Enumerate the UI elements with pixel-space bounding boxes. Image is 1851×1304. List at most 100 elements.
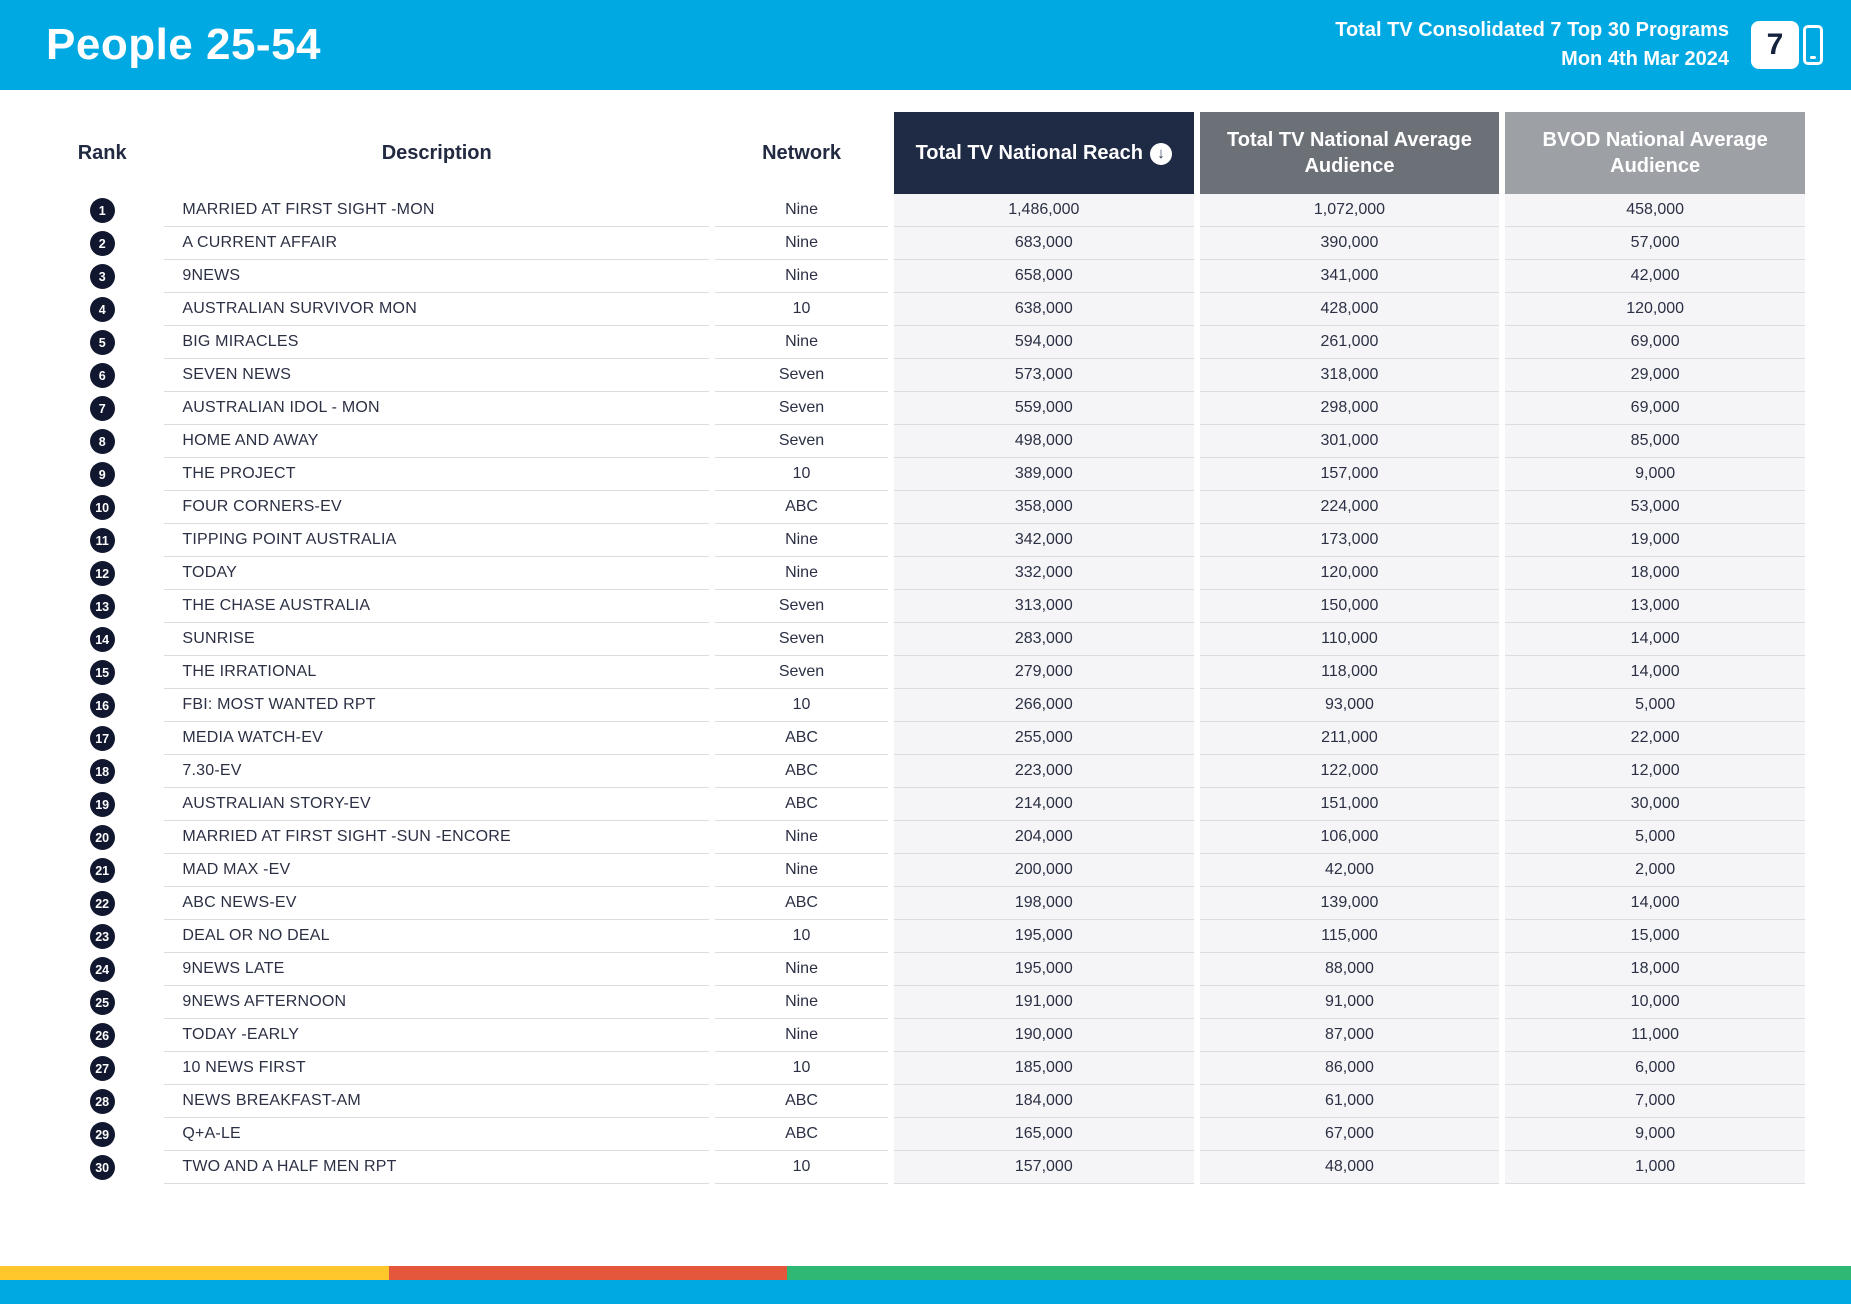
header: People 25-54 Total TV Consolidated 7 Top… bbox=[0, 0, 1851, 90]
rank-cell: 16 bbox=[46, 689, 158, 722]
column-header-bvod-audience[interactable]: BVOD National Average Audience bbox=[1505, 112, 1805, 194]
description-cell: TODAY -EARLY bbox=[164, 1019, 710, 1052]
reach-cell: 195,000 bbox=[893, 920, 1194, 953]
network-cell: Seven bbox=[715, 425, 888, 458]
rank-cell: 20 bbox=[46, 821, 158, 854]
avg-audience-cell: 67,000 bbox=[1199, 1118, 1500, 1151]
reach-cell: 283,000 bbox=[893, 623, 1194, 656]
reach-cell: 358,000 bbox=[893, 491, 1194, 524]
column-header-reach-label: Total TV National Reach bbox=[915, 142, 1144, 164]
bvod-audience-cell: 12,000 bbox=[1505, 755, 1805, 788]
rank-badge: 30 bbox=[89, 1155, 115, 1180]
description-cell: THE PROJECT bbox=[164, 458, 710, 491]
description-cell: SEVEN NEWS bbox=[164, 359, 710, 392]
rank-cell: 21 bbox=[46, 854, 158, 887]
reach-cell: 185,000 bbox=[893, 1052, 1194, 1085]
table-row: 26 TODAY -EARLY Nine 190,000 87,000 11,000 bbox=[46, 1019, 1805, 1052]
network-cell: Nine bbox=[715, 194, 888, 227]
rank-badge: 19 bbox=[89, 792, 115, 817]
description-cell: THE CHASE AUSTRALIA bbox=[164, 590, 710, 623]
rank-cell: 8 bbox=[46, 425, 158, 458]
bvod-audience-cell: 85,000 bbox=[1505, 425, 1805, 458]
rank-cell: 17 bbox=[46, 722, 158, 755]
table-row: 24 9NEWS LATE Nine 195,000 88,000 18,000 bbox=[46, 953, 1805, 986]
avg-audience-cell: 115,000 bbox=[1199, 920, 1500, 953]
rank-badge: 11 bbox=[89, 528, 115, 553]
bvod-audience-cell: 14,000 bbox=[1505, 623, 1805, 656]
network-cell: 10 bbox=[715, 458, 888, 491]
bvod-audience-cell: 19,000 bbox=[1505, 524, 1805, 557]
table-row: 5 BIG MIRACLES Nine 594,000 261,000 69,000 bbox=[46, 326, 1805, 359]
table-row: 2 A CURRENT AFFAIR Nine 683,000 390,000 57,00… bbox=[46, 227, 1805, 260]
network-cell: ABC bbox=[715, 1118, 888, 1151]
report-date: Mon 4th Mar 2024 bbox=[1561, 48, 1729, 70]
avg-audience-cell: 390,000 bbox=[1199, 227, 1500, 260]
rank-badge: 25 bbox=[89, 990, 115, 1015]
table-row: 19 AUSTRALIAN STORY-EV ABC 214,000 151,000 30… bbox=[46, 788, 1805, 821]
description-cell: DEAL OR NO DEAL bbox=[164, 920, 710, 953]
avg-audience-cell: 118,000 bbox=[1199, 656, 1500, 689]
avg-audience-cell: 87,000 bbox=[1199, 1019, 1500, 1052]
sort-descending-icon[interactable]: ↓ bbox=[1150, 142, 1173, 165]
rank-badge: 29 bbox=[89, 1122, 115, 1147]
rank-badge: 7 bbox=[89, 396, 115, 421]
bvod-audience-cell: 5,000 bbox=[1505, 821, 1805, 854]
description-cell: TWO AND A HALF MEN RPT bbox=[164, 1151, 710, 1184]
bvod-audience-cell: 22,000 bbox=[1505, 722, 1805, 755]
rank-cell: 10 bbox=[46, 491, 158, 524]
bvod-audience-cell: 13,000 bbox=[1505, 590, 1805, 623]
bvod-audience-cell: 57,000 bbox=[1505, 227, 1805, 260]
network-cell: ABC bbox=[715, 491, 888, 524]
bvod-audience-cell: 6,000 bbox=[1505, 1052, 1805, 1085]
bvod-audience-cell: 9,000 bbox=[1505, 458, 1805, 491]
network-cell: 10 bbox=[715, 1151, 888, 1184]
description-cell: 7.30-EV bbox=[164, 755, 710, 788]
seven-network-logo: 7 bbox=[1751, 21, 1823, 69]
avg-audience-cell: 173,000 bbox=[1199, 524, 1500, 557]
reach-cell: 573,000 bbox=[893, 359, 1194, 392]
reach-cell: 658,000 bbox=[893, 260, 1194, 293]
rank-badge: 5 bbox=[89, 330, 115, 355]
rank-badge: 10 bbox=[89, 495, 115, 520]
table-row: 28 NEWS BREAKFAST-AM ABC 184,000 61,000 7,000 bbox=[46, 1085, 1805, 1118]
table-row: 25 9NEWS AFTERNOON Nine 191,000 91,000 10,000 bbox=[46, 986, 1805, 1019]
rank-cell: 6 bbox=[46, 359, 158, 392]
reach-cell: 184,000 bbox=[893, 1085, 1194, 1118]
avg-audience-cell: 42,000 bbox=[1199, 854, 1500, 887]
network-cell: Nine bbox=[715, 227, 888, 260]
avg-audience-cell: 91,000 bbox=[1199, 986, 1500, 1019]
rank-badge: 1 bbox=[89, 198, 115, 223]
stripe-segment-yellow bbox=[0, 1266, 389, 1280]
avg-audience-cell: 224,000 bbox=[1199, 491, 1500, 524]
avg-audience-cell: 151,000 bbox=[1199, 788, 1500, 821]
description-cell: A CURRENT AFFAIR bbox=[164, 227, 710, 260]
table-row: 4 AUSTRALIAN SURVIVOR MON 10 638,000 428,000… bbox=[46, 293, 1805, 326]
reach-cell: 204,000 bbox=[893, 821, 1194, 854]
bvod-audience-cell: 30,000 bbox=[1505, 788, 1805, 821]
bvod-audience-cell: 14,000 bbox=[1505, 656, 1805, 689]
page-title: People 25-54 bbox=[46, 20, 322, 69]
description-cell: Q+A-LE bbox=[164, 1118, 710, 1151]
avg-audience-cell: 301,000 bbox=[1199, 425, 1500, 458]
avg-audience-cell: 261,000 bbox=[1199, 326, 1500, 359]
rank-badge: 6 bbox=[89, 363, 115, 388]
description-cell: MEDIA WATCH-EV bbox=[164, 722, 710, 755]
network-cell: ABC bbox=[715, 755, 888, 788]
table-row: 15 THE IRRATIONAL Seven 279,000 118,000 14,00… bbox=[46, 656, 1805, 689]
column-header-rank: Rank bbox=[77, 141, 127, 164]
rank-cell: 9 bbox=[46, 458, 158, 491]
network-cell: 10 bbox=[715, 1052, 888, 1085]
column-header-avg-audience[interactable]: Total TV National Average Audience bbox=[1199, 112, 1500, 194]
bvod-audience-cell: 11,000 bbox=[1505, 1019, 1805, 1052]
reach-cell: 195,000 bbox=[893, 953, 1194, 986]
network-cell: Seven bbox=[715, 623, 888, 656]
description-cell: SUNRISE bbox=[164, 623, 710, 656]
reach-cell: 157,000 bbox=[893, 1151, 1194, 1184]
rank-badge: 2 bbox=[89, 231, 115, 256]
rank-cell: 14 bbox=[46, 623, 158, 656]
network-cell: Nine bbox=[715, 260, 888, 293]
bvod-audience-cell: 9,000 bbox=[1505, 1118, 1805, 1151]
rank-cell: 5 bbox=[46, 326, 158, 359]
column-header-reach[interactable]: Total TV National Reach ↓ bbox=[893, 112, 1194, 194]
stripe-segment-green bbox=[786, 1266, 1851, 1280]
